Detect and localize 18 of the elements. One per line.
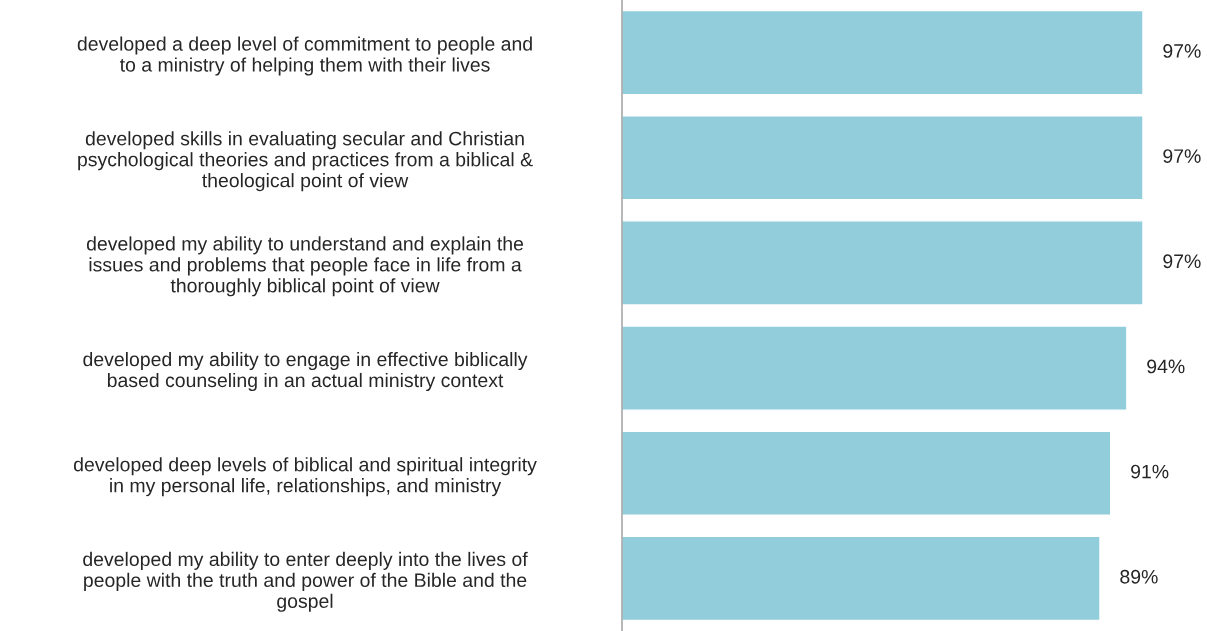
data-label: 89% <box>1120 569 1158 584</box>
data-label: 91% <box>1131 464 1169 479</box>
data-label: 97% <box>1163 44 1201 58</box>
bar <box>622 114 1144 201</box>
y-tick-label: developed my ability to understand and explain the issues and problems that people face in life from a thoroughly biblical point of view <box>86 236 524 297</box>
data-label: 97% <box>1163 149 1201 163</box>
data-label: 94% <box>1147 359 1185 374</box>
data-label: 97% <box>1163 254 1201 269</box>
bar <box>622 430 1112 517</box>
y-tick-label: developed skills in evaluating secular and Christian psychological theories and practices from a biblical & theological point of view <box>78 131 533 192</box>
bar <box>622 535 1101 622</box>
y-tick-label: developed my ability to engage in effective biblically based counseling in an actual ministry context <box>83 351 528 392</box>
y-tick-label: developed deep levels of biblical and spiritual integrity in my personal life, relationships, and ministry <box>73 457 537 497</box>
bar <box>622 220 1144 306</box>
bar <box>622 325 1128 411</box>
bar <box>622 9 1144 96</box>
y-tick-label: developed a deep level of commitment to people and to a ministry of helping them with their lives <box>77 36 532 76</box>
y-tick-label: developed my ability to enter deeply into the lives of people with the truth and power of the Bible and the gospel <box>83 551 528 612</box>
